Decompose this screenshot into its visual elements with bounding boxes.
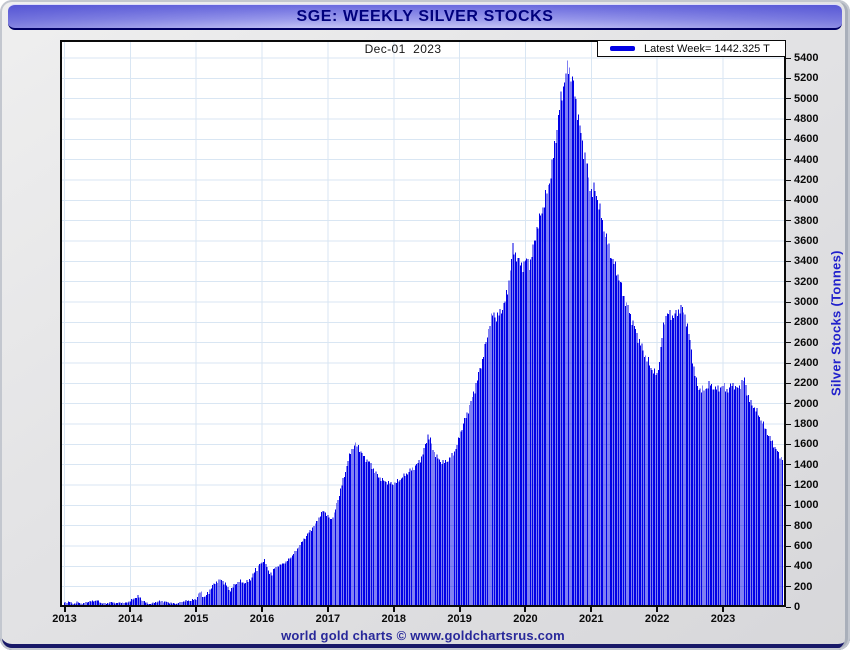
y-tick-mark (786, 464, 791, 466)
plot-area (60, 40, 786, 607)
y-tick-label: 4800 (794, 113, 819, 125)
y-tick-mark (786, 159, 791, 161)
x-tick-mark (195, 607, 198, 612)
x-year-label: 2016 (249, 613, 275, 625)
y-tick-label: 2000 (794, 397, 819, 410)
y-tick-mark (786, 443, 791, 445)
y-tick-label: 3000 (794, 296, 819, 308)
y-tick-mark (786, 179, 791, 181)
x-year-label: 2020 (513, 613, 538, 625)
y-tick-mark (786, 57, 791, 59)
x-year-label: 2014 (118, 613, 143, 625)
y-tick-mark (786, 504, 791, 506)
x-year-label: 2017 (315, 613, 341, 625)
x-tick-mark (392, 607, 395, 612)
y-tick-mark (786, 403, 791, 405)
legend-label: Latest Week= 1442.325 T (644, 42, 770, 55)
y-tick-mark (786, 281, 791, 283)
y-tick-label: 3600 (794, 235, 819, 247)
y-tick-label: 2400 (794, 357, 819, 369)
y-tick-label: 3400 (794, 255, 819, 268)
x-year-label: 2015 (183, 613, 209, 625)
y-tick-mark (786, 301, 791, 303)
y-tick-label: 1200 (794, 479, 819, 491)
y-tick-mark (786, 220, 791, 222)
y-tick-mark (786, 240, 791, 242)
x-year-label: 2013 (52, 613, 77, 625)
y-tick-mark (786, 321, 791, 323)
x-year-label: 2021 (579, 613, 604, 625)
y-tick-label: 3200 (794, 275, 819, 288)
y-tick-mark (786, 545, 791, 547)
legend-box: Latest Week= 1442.325 T (597, 40, 786, 57)
y-tick-label: 1000 (794, 499, 819, 512)
silver-stocks-bars (64, 60, 783, 605)
y-tick-mark (786, 118, 791, 120)
y-tick-mark (786, 484, 791, 486)
x-year-label: 2023 (710, 613, 736, 625)
y-tick-mark (786, 342, 791, 344)
y-tick-mark (786, 586, 791, 588)
y-tick-mark (786, 77, 791, 79)
y-tick-mark (786, 199, 791, 201)
chart-title: SGE: WEEKLY SILVER STOCKS (296, 7, 554, 25)
x-tick-mark (524, 607, 527, 612)
x-tick-mark (326, 607, 329, 612)
y-tick-mark (786, 423, 791, 425)
y-tick-label: 400 (794, 560, 813, 573)
y-tick-mark (786, 138, 791, 140)
y-tick-mark (786, 98, 791, 100)
x-tick-mark (722, 607, 724, 612)
y-tick-label: 4600 (794, 133, 819, 146)
y-tick-label: 800 (794, 519, 813, 532)
y-tick-mark (786, 260, 791, 262)
y-tick-label: 2600 (794, 336, 819, 349)
y-tick-mark (786, 565, 791, 567)
x-tick-mark (656, 607, 659, 612)
y-tick-label: 0 (794, 601, 801, 613)
silver-stocks-bar-chart (62, 42, 784, 605)
y-tick-mark (786, 525, 791, 527)
x-tick-mark (129, 607, 132, 612)
y-axis-title: Silver Stocks (Tonnes) (828, 250, 844, 397)
y-tick-label: 5200 (794, 72, 819, 85)
y-tick-label: 5400 (794, 52, 819, 64)
y-tick-label: 4400 (794, 153, 819, 166)
x-year-label: 2018 (381, 613, 406, 625)
y-tick-mark (786, 362, 791, 364)
y-tick-label: 2200 (794, 377, 819, 390)
footer-credit: world gold charts © www.goldchartsrus.co… (281, 628, 565, 643)
y-tick-label: 1800 (794, 418, 819, 430)
x-year-label: 2022 (644, 613, 670, 625)
y-tick-label: 600 (794, 540, 813, 552)
x-tick-mark (261, 607, 264, 612)
x-tick-mark (458, 607, 461, 612)
x-tick-mark (590, 607, 593, 612)
y-tick-label: 2800 (794, 316, 819, 329)
title-bar: SGE: WEEKLY SILVER STOCKS (8, 4, 842, 30)
y-tick-label: 5000 (794, 92, 819, 105)
y-tick-label: 1600 (794, 438, 819, 451)
y-tick-label: 4000 (794, 194, 819, 207)
x-year-label: 2019 (447, 613, 472, 625)
legend-line-swatch (610, 46, 635, 51)
y-tick-label: 200 (794, 580, 813, 593)
x-tick-mark (63, 607, 66, 612)
y-tick-label: 4200 (794, 174, 819, 186)
y-tick-mark (786, 382, 791, 384)
y-tick-label: 3800 (794, 214, 819, 227)
y-tick-mark (786, 606, 791, 608)
latest-date-label: Dec-01 2023 (364, 42, 442, 56)
y-tick-label: 1400 (794, 458, 819, 471)
